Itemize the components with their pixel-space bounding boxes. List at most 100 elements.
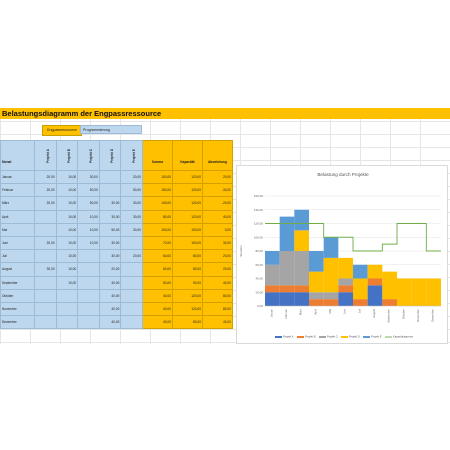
project-value-cell[interactable]: 10,00 [55, 262, 79, 277]
header-project-c[interactable]: Projekt C [77, 140, 100, 171]
project-value-cell[interactable]: 10,00 [55, 209, 79, 224]
month-cell[interactable]: September [0, 275, 35, 290]
project-value-cell[interactable] [34, 315, 57, 330]
project-value-cell[interactable]: 30,00 [98, 249, 122, 264]
project-value-cell[interactable] [34, 301, 57, 317]
summe-cell[interactable]: 150,00 [141, 183, 173, 198]
month-cell[interactable]: April [0, 209, 35, 224]
header-month[interactable]: Monat [0, 140, 35, 171]
header-project-d[interactable]: Projekt D [98, 140, 122, 171]
project-value-cell[interactable] [120, 275, 143, 290]
kapazitaet-cell[interactable]: 120,00 [171, 196, 203, 211]
summe-cell[interactable]: 60,00 [141, 262, 173, 277]
abweichung-cell[interactable]: 20,00 [201, 169, 233, 185]
project-value-cell[interactable] [77, 275, 100, 290]
title-band[interactable]: Belastungsdiagramm der Engpassressource [0, 108, 450, 119]
project-value-cell[interactable]: 20,00 [98, 262, 122, 277]
project-value-cell[interactable]: 20,00 [120, 249, 143, 264]
project-value-cell[interactable] [55, 315, 79, 330]
header-project-a[interactable]: Projekt A [34, 140, 57, 171]
summe-cell[interactable]: 60,00 [141, 249, 173, 264]
project-value-cell[interactable] [120, 235, 143, 251]
summe-cell[interactable]: 40,00 [141, 288, 173, 303]
month-cell[interactable]: November [0, 301, 35, 317]
kapazitaet-cell[interactable]: 100,00 [171, 222, 203, 237]
abweichung-cell[interactable]: -30,00 [201, 183, 233, 198]
project-value-cell[interactable]: 50,00 [77, 196, 100, 211]
month-cell[interactable]: Mai [0, 222, 35, 237]
abweichung-cell[interactable]: 20,00 [201, 262, 233, 277]
project-value-cell[interactable] [34, 222, 57, 237]
summe-cell[interactable]: 50,00 [141, 275, 173, 290]
project-value-cell[interactable]: 10,00 [55, 196, 79, 211]
project-value-cell[interactable]: 30,00 [120, 196, 143, 211]
project-value-cell[interactable] [55, 301, 79, 317]
month-cell[interactable]: August [0, 262, 35, 277]
kapazitaet-cell[interactable]: 120,00 [171, 209, 203, 224]
project-value-cell[interactable] [34, 209, 57, 224]
engpass-label-cell[interactable]: Engpassressource [42, 125, 82, 136]
project-value-cell[interactable]: 10,00 [55, 169, 79, 185]
project-value-cell[interactable]: 50,00 [98, 222, 122, 237]
summe-cell[interactable]: 100,00 [141, 222, 173, 237]
project-value-cell[interactable]: 40,00 [98, 288, 122, 303]
project-value-cell[interactable] [34, 249, 57, 264]
kapazitaet-cell[interactable]: 80,00 [171, 315, 203, 330]
project-value-cell[interactable]: 10,00 [55, 275, 79, 290]
project-value-cell[interactable] [77, 249, 100, 264]
abweichung-cell[interactable]: 80,00 [201, 301, 233, 317]
kapazitaet-cell[interactable]: 120,00 [171, 288, 203, 303]
project-value-cell[interactable] [120, 288, 143, 303]
month-cell[interactable]: Januar [0, 169, 35, 185]
project-value-cell[interactable] [77, 301, 100, 317]
project-value-cell[interactable] [77, 262, 100, 277]
project-value-cell[interactable] [120, 262, 143, 277]
project-value-cell[interactable]: 50,00 [77, 183, 100, 198]
project-value-cell[interactable] [98, 183, 122, 198]
abweichung-cell[interactable]: 20,00 [201, 249, 233, 264]
header-project-b[interactable]: Projekt B [55, 140, 79, 171]
header-project-e[interactable]: Projekt E [120, 140, 143, 171]
summe-cell[interactable]: 140,00 [141, 196, 173, 211]
month-cell[interactable]: Dezember [0, 315, 35, 330]
abweichung-cell[interactable]: 40,00 [201, 275, 233, 290]
abweichung-cell[interactable]: 80,00 [201, 288, 233, 303]
kapazitaet-cell[interactable]: 80,00 [171, 262, 203, 277]
kapazitaet-cell[interactable]: 100,00 [171, 235, 203, 251]
project-value-cell[interactable]: 40,00 [98, 315, 122, 330]
kapazitaet-cell[interactable]: 80,00 [171, 249, 203, 264]
project-value-cell[interactable] [120, 301, 143, 317]
project-value-cell[interactable]: 30,00 [77, 169, 100, 185]
abweichung-cell[interactable]: 30,00 [201, 235, 233, 251]
load-chart[interactable]: Belastung durch Projekte Stunden 0,00 20,00… [236, 165, 448, 344]
project-value-cell[interactable]: 20,00 [34, 235, 57, 251]
project-value-cell[interactable] [34, 275, 57, 290]
project-value-cell[interactable]: 10,00 [77, 209, 100, 224]
project-value-cell[interactable] [98, 169, 122, 185]
kapazitaet-cell[interactable]: 120,00 [171, 169, 203, 185]
month-cell[interactable]: Juli [0, 249, 35, 264]
summe-cell[interactable]: 80,00 [141, 209, 173, 224]
project-value-cell[interactable] [77, 288, 100, 303]
kapazitaet-cell[interactable]: 120,00 [171, 301, 203, 317]
project-value-cell[interactable]: 10,00 [77, 235, 100, 251]
project-value-cell[interactable] [34, 288, 57, 303]
abweichung-cell[interactable]: 0,00 [201, 222, 233, 237]
abweichung-cell[interactable]: 40,00 [201, 209, 233, 224]
summe-cell[interactable]: 100,00 [141, 169, 173, 185]
project-value-cell[interactable]: 10,00 [77, 222, 100, 237]
project-value-cell[interactable]: 30,00 [120, 222, 143, 237]
month-cell[interactable]: Oktober [0, 288, 35, 303]
month-cell[interactable]: Juni [0, 235, 35, 251]
project-value-cell[interactable]: 20,00 [34, 183, 57, 198]
project-value-cell[interactable] [55, 288, 79, 303]
summe-cell[interactable]: 40,00 [141, 315, 173, 330]
header-abweichung[interactable]: Abweichung [201, 140, 233, 171]
project-value-cell[interactable]: 10,00 [55, 222, 79, 237]
project-value-cell[interactable]: 30,00 [98, 209, 122, 224]
project-value-cell[interactable]: 40,00 [98, 275, 122, 290]
project-value-cell[interactable]: 30,00 [120, 209, 143, 224]
engpass-value-cell[interactable]: Programmierung [80, 125, 142, 134]
project-value-cell[interactable]: 30,00 [34, 262, 57, 277]
project-value-cell[interactable]: 30,00 [98, 235, 122, 251]
